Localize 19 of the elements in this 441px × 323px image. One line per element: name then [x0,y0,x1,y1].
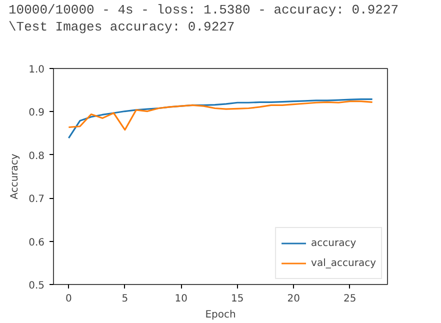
x-tick-label: 5 [122,294,128,304]
y-tick-label: 0.6 [28,237,45,248]
x-axis-title: Epoch [205,310,236,320]
y-tick-label: 0.9 [28,108,45,119]
line-series [68,100,374,131]
x-tick-label: 20 [287,294,300,304]
text: \Test Images accuracy: 0.9227 [8,20,235,34]
legend-label: val_accuracy [311,257,376,269]
y-tick-label: 0.7 [28,194,45,206]
y-tick-label: 0.5 [28,280,45,292]
text: 10000/10000 - 4s - loss: 1.5380 - accuracy: 0.9227 [8,2,399,18]
x-tick-label: 25 [343,294,356,304]
x-tick-label: 15 [231,294,244,304]
x-tick-label: 10 [174,294,188,304]
x-tick-label: 0 [66,294,72,304]
y-tick-label: 0.8 [28,150,45,162]
y-tick-label: 1.0 [28,64,45,76]
legend-label: accuracy [311,237,356,249]
y-axis-title: Accuracy [10,154,21,200]
